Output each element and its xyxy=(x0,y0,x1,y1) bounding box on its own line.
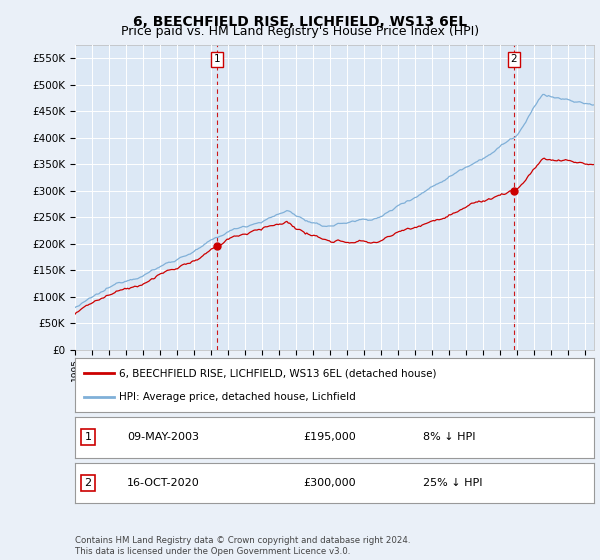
Text: Price paid vs. HM Land Registry's House Price Index (HPI): Price paid vs. HM Land Registry's House … xyxy=(121,25,479,38)
Text: 1: 1 xyxy=(85,432,91,442)
Text: 1: 1 xyxy=(214,54,221,64)
Text: 6, BEECHFIELD RISE, LICHFIELD, WS13 6EL: 6, BEECHFIELD RISE, LICHFIELD, WS13 6EL xyxy=(133,15,467,29)
Text: 25% ↓ HPI: 25% ↓ HPI xyxy=(423,478,482,488)
Text: HPI: Average price, detached house, Lichfield: HPI: Average price, detached house, Lich… xyxy=(119,391,356,402)
Text: 2: 2 xyxy=(85,478,92,488)
Text: 09-MAY-2003: 09-MAY-2003 xyxy=(127,432,199,442)
Text: £300,000: £300,000 xyxy=(304,478,356,488)
Text: Contains HM Land Registry data © Crown copyright and database right 2024.
This d: Contains HM Land Registry data © Crown c… xyxy=(75,536,410,556)
Text: 16-OCT-2020: 16-OCT-2020 xyxy=(127,478,200,488)
Text: 6, BEECHFIELD RISE, LICHFIELD, WS13 6EL (detached house): 6, BEECHFIELD RISE, LICHFIELD, WS13 6EL … xyxy=(119,368,437,379)
Text: 8% ↓ HPI: 8% ↓ HPI xyxy=(423,432,475,442)
Text: £195,000: £195,000 xyxy=(304,432,356,442)
Text: 2: 2 xyxy=(511,54,517,64)
